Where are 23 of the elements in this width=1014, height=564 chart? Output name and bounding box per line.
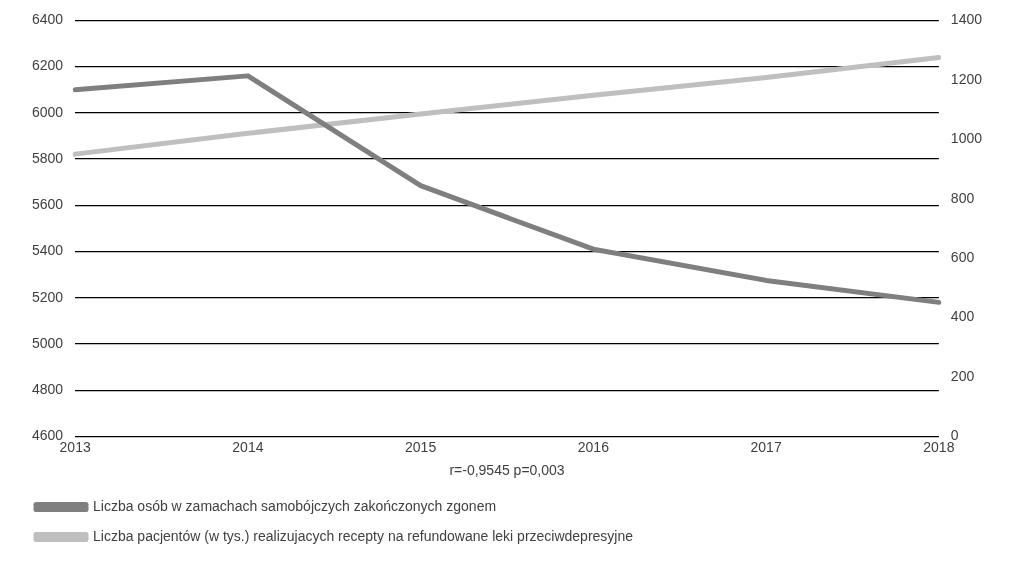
legend-label: Liczba pacjentów (w tys.) realizujacych recepty na refundowane leki przeciwdepresyjne — [93, 527, 634, 544]
y2-tick-label: 800 — [950, 189, 975, 206]
x-tick-label: 2017 — [750, 438, 782, 455]
y2-tick-label: 200 — [950, 367, 975, 384]
legend-label: Liczba osób w zamachach samobójczych zakończonych zgonem — [93, 497, 497, 514]
x-tick-label: 2015 — [405, 438, 437, 455]
y-tick-label: 5000 — [31, 334, 64, 351]
y2-tick-label: 1000 — [950, 130, 983, 147]
y-tick-label: 6200 — [31, 57, 64, 74]
y2-tick-label: 1400 — [950, 11, 983, 28]
y-tick-label: 5600 — [31, 196, 64, 213]
x-axis-title: r=-0,9545 p=0,003 — [449, 462, 565, 479]
y2-tick-label: 400 — [950, 308, 975, 325]
y-tick-label: 5400 — [31, 242, 64, 259]
y-tick-label: 5200 — [31, 288, 64, 305]
y-tick-label: 6000 — [31, 103, 64, 120]
x-tick-label: 2014 — [232, 438, 264, 455]
y-tick-label: 5800 — [31, 149, 64, 166]
y2-tick-label: 600 — [950, 248, 975, 265]
y-tick-label: 4800 — [31, 381, 64, 398]
y2-tick-label: 1200 — [950, 70, 983, 87]
y-tick-label: 6400 — [31, 11, 64, 28]
x-tick-label: 2016 — [577, 438, 610, 455]
